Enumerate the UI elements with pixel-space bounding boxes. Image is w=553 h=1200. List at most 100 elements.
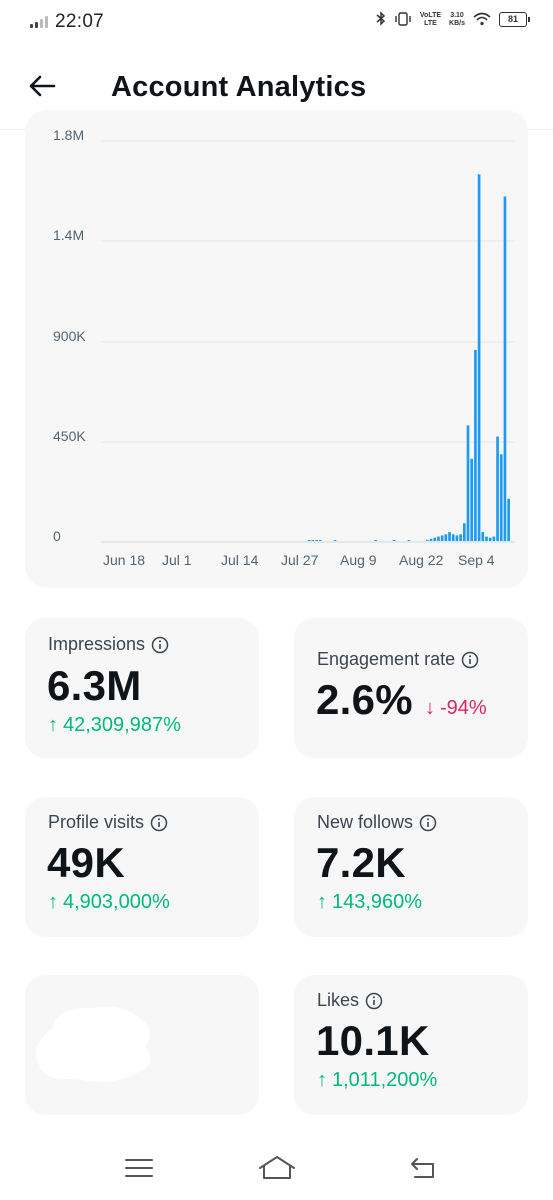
back-button[interactable] — [22, 68, 62, 108]
info-circle-icon[interactable] — [419, 814, 437, 832]
impressions-chart-card: 1.8M 1.4M 900K 450K 0 Jun 18 Jul 1 Jul 14 Jul 27… — [25, 110, 528, 588]
wifi-icon — [473, 12, 491, 28]
redacted-stat-card — [25, 975, 259, 1115]
impressions-bar-chart[interactable]: 1.8M 1.4M 900K 450K 0 Jun 18 Jul 1 Jul 14 Jul 27… — [25, 110, 528, 588]
likes-card[interactable]: Likes 10.1K ↑ 1,011,200% — [294, 975, 528, 1115]
chart-bar[interactable] — [492, 536, 496, 541]
profile-visits-card[interactable]: Profile visits 49K ↑ 4,903,000% — [25, 797, 259, 937]
x-tick-label: Aug 9 — [340, 552, 377, 568]
impressions-value: 6.3M — [47, 662, 142, 709]
status-bar: 22:07 VoLTE LTE 3.10 KB/s 81 — [0, 0, 553, 44]
chart-bar[interactable] — [333, 540, 337, 541]
chart-bar[interactable] — [407, 540, 411, 541]
chart-bar[interactable] — [470, 458, 474, 541]
new-follows-label: New follows — [317, 812, 414, 832]
return-icon — [408, 1156, 436, 1185]
impressions-label: Impressions — [48, 634, 146, 654]
chart-bar[interactable] — [459, 534, 462, 541]
chart-bar[interactable] — [440, 535, 444, 541]
chart-bar[interactable] — [481, 532, 485, 541]
arrow-up-icon: ↑ — [317, 1069, 327, 1091]
chart-bar[interactable] — [503, 196, 507, 541]
chart-bar[interactable] — [499, 454, 503, 541]
new-follows-change: ↑ 143,960% — [317, 891, 422, 914]
arrow-down-icon: ↓ — [424, 697, 435, 719]
bluetooth-icon — [376, 11, 386, 28]
chart-bar[interactable] — [433, 537, 437, 541]
chart-bar[interactable] — [448, 532, 451, 541]
menu-icon — [125, 1157, 153, 1184]
page-title: Account Analytics — [111, 71, 367, 103]
likes-label: Likes — [317, 990, 360, 1010]
info-circle-icon[interactable] — [150, 814, 168, 832]
chart-bar[interactable] — [392, 540, 396, 541]
chart-bar[interactable] — [374, 540, 377, 541]
arrow-left-icon — [28, 74, 56, 103]
nav-menu-button[interactable] — [119, 1152, 159, 1188]
net-speed-value: 3.10 — [450, 11, 464, 19]
chart-bar[interactable] — [426, 539, 429, 541]
chart-bar[interactable] — [474, 349, 477, 541]
profile-visits-value: 49K — [47, 839, 125, 886]
profile-visits-change: ↑ 4,903,000% — [48, 891, 170, 914]
chart-bar[interactable] — [462, 523, 466, 541]
impressions-card[interactable]: Impressions 6.3M ↑ 42,309,987% — [25, 618, 259, 758]
chart-bar[interactable] — [466, 425, 470, 541]
nav-back-button[interactable] — [402, 1152, 442, 1188]
vibrate-icon — [394, 11, 412, 28]
impressions-change: ↑ 42,309,987% — [48, 714, 181, 737]
engagement-rate-card[interactable]: Engagement rate 2.6% ↓ -94% — [294, 618, 528, 758]
info-circle-icon[interactable] — [461, 651, 479, 669]
engagement-rate-value: 2.6% — [316, 676, 413, 723]
y-tick-label: 0 — [53, 528, 61, 544]
y-tick-label: 900K — [53, 328, 86, 344]
home-icon — [258, 1155, 296, 1186]
chart-bar[interactable] — [311, 540, 315, 541]
chart-bar[interactable] — [444, 534, 448, 541]
chart-bar[interactable] — [496, 436, 499, 541]
info-circle-icon[interactable] — [365, 992, 383, 1010]
system-nav-bar — [0, 1140, 553, 1200]
y-tick-label: 1.8M — [53, 127, 84, 143]
chart-bar[interactable] — [451, 534, 455, 541]
engagement-rate-label: Engagement rate — [317, 649, 456, 669]
chart-bar[interactable] — [477, 174, 481, 541]
net-speed: 3.10 KB/s — [449, 12, 465, 28]
profile-visits-change-value: 4,903,000% — [63, 891, 170, 913]
chart-bar[interactable] — [307, 540, 311, 541]
status-time: 22:07 — [55, 11, 105, 32]
volte-indicator: VoLTE LTE — [420, 12, 441, 28]
new-follows-value: 7.2K — [316, 839, 406, 886]
chart-bar[interactable] — [455, 535, 459, 541]
chart-bar[interactable] — [429, 538, 433, 541]
x-tick-label: Jul 27 — [281, 552, 319, 568]
y-tick-label: 450K — [53, 428, 86, 444]
new-follows-card[interactable]: New follows 7.2K ↑ 143,960% — [294, 797, 528, 937]
signal-strength-icon — [30, 16, 48, 28]
redaction-blob — [35, 1006, 151, 1083]
engagement-rate-change-value: -94% — [439, 697, 487, 719]
x-tick-label: Jul 1 — [162, 552, 192, 568]
arrow-up-icon: ↑ — [48, 891, 58, 913]
likes-change-value: 1,011,200% — [332, 1069, 438, 1091]
nav-home-button[interactable] — [257, 1152, 297, 1188]
likes-change: ↑ 1,011,200% — [317, 1069, 437, 1092]
chart-bar[interactable] — [315, 540, 318, 541]
profile-visits-label: Profile visits — [48, 812, 145, 832]
impressions-change-value: 42,309,987% — [63, 714, 181, 736]
chart-bar[interactable] — [507, 498, 510, 541]
chart-bar[interactable] — [488, 537, 492, 541]
volte-label: VoLTE — [419, 11, 442, 19]
x-tick-label: Sep 4 — [458, 552, 495, 568]
x-tick-label: Jun 18 — [103, 552, 145, 568]
chart-bar[interactable] — [318, 540, 322, 541]
likes-value: 10.1K — [316, 1017, 430, 1064]
lte-label: LTE — [424, 19, 437, 27]
info-circle-icon[interactable] — [151, 636, 169, 654]
x-tick-label: Aug 22 — [399, 552, 444, 568]
chart-bar[interactable] — [485, 536, 488, 541]
chart-bar[interactable] — [437, 536, 440, 541]
net-speed-unit: KB/s — [449, 19, 465, 27]
arrow-up-icon: ↑ — [317, 891, 327, 913]
new-follows-change-value: 143,960% — [332, 891, 423, 913]
